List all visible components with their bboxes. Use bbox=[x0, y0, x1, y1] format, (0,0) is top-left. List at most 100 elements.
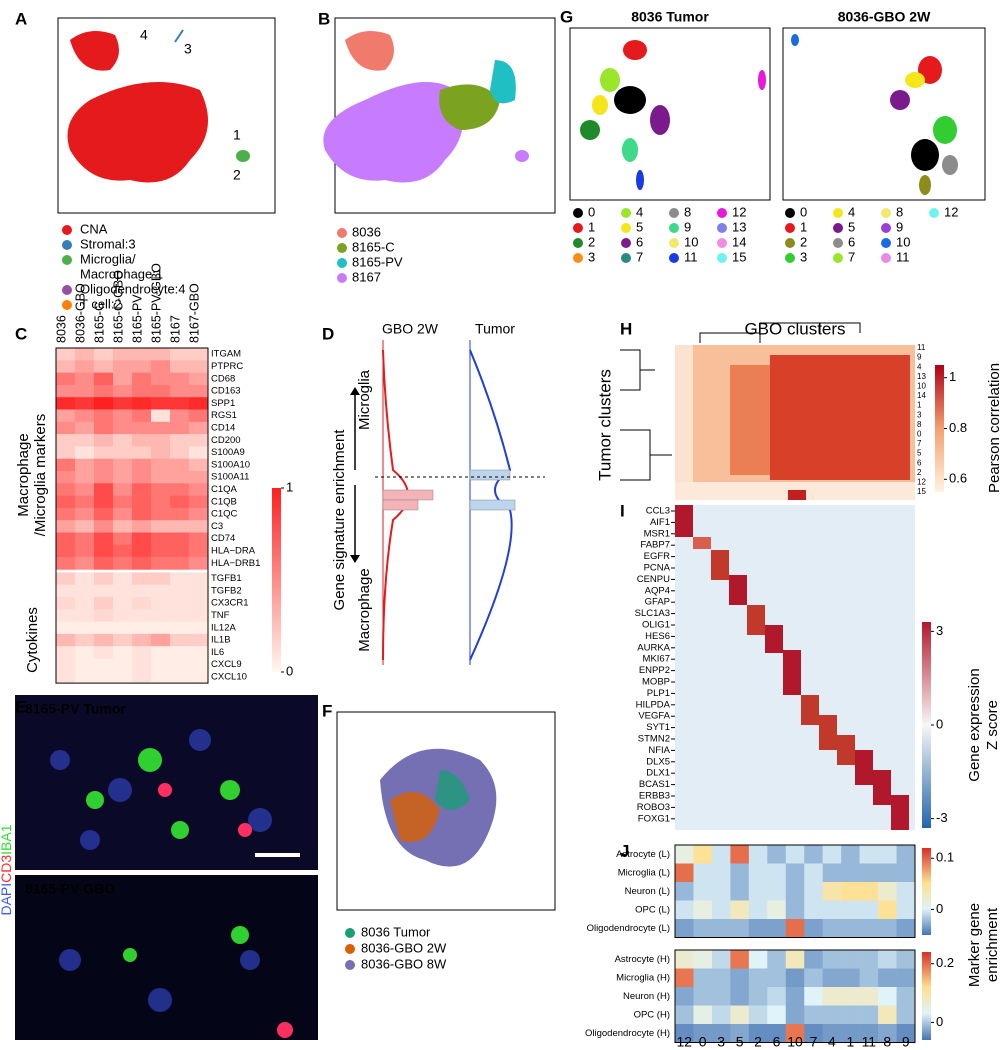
heatmap-cell bbox=[94, 572, 114, 585]
heatmap-cell bbox=[189, 409, 209, 423]
legend-marker bbox=[717, 208, 727, 218]
expression-heatmap bbox=[675, 505, 915, 830]
row-label: 10 bbox=[917, 382, 926, 391]
heatmap-cell bbox=[56, 348, 76, 361]
heatmap-cell bbox=[132, 372, 152, 386]
heatmap-cell bbox=[841, 845, 860, 864]
heatmap-cell bbox=[748, 900, 768, 920]
row-label: RGS1 bbox=[211, 410, 237, 421]
heatmap-cell bbox=[113, 397, 133, 410]
heatmap-cell bbox=[56, 397, 76, 410]
heatmap-cell bbox=[113, 584, 133, 598]
heatmap-cell bbox=[170, 633, 190, 647]
legend-label: 8036-GBO 8W bbox=[361, 956, 447, 971]
heatmap-cell bbox=[113, 483, 133, 496]
heatmap-cell bbox=[132, 520, 152, 533]
legend-label: 8036 bbox=[352, 224, 381, 239]
panel-label: E bbox=[15, 697, 26, 716]
legend-label: 6 bbox=[636, 234, 643, 249]
heatmap-cell bbox=[711, 968, 731, 988]
panel-label: H bbox=[620, 319, 632, 338]
heatmap-cell bbox=[94, 658, 114, 672]
panel-g-frame bbox=[569, 27, 771, 201]
heatmap-cell bbox=[841, 987, 860, 1006]
heatmap-cell bbox=[132, 532, 152, 546]
legend-marker bbox=[573, 253, 583, 263]
heatmap-cell bbox=[56, 360, 76, 373]
heatmap-cell bbox=[878, 968, 897, 988]
colorbar-tick-label: 0 bbox=[286, 663, 293, 678]
heatmap-cell bbox=[785, 863, 805, 883]
heatmap-cell bbox=[94, 397, 114, 410]
row-label: 9 bbox=[917, 353, 922, 362]
heatmap-cell bbox=[189, 446, 209, 459]
row-label: TGFB2 bbox=[211, 585, 242, 596]
legend-label: 3 bbox=[588, 249, 595, 264]
heatmap-cell bbox=[170, 495, 190, 509]
heatmap-cell bbox=[189, 384, 209, 398]
heatmap-cell bbox=[189, 520, 209, 533]
legend-marker bbox=[62, 285, 72, 295]
heatmap-cell bbox=[56, 434, 76, 447]
heatmap-cell bbox=[56, 597, 76, 610]
heatmap-cell bbox=[878, 1024, 897, 1043]
row-label: C1QC bbox=[211, 509, 238, 520]
heatmap-cell bbox=[711, 882, 731, 901]
heatmap-cell bbox=[94, 532, 114, 546]
heatmap-cell bbox=[151, 633, 171, 647]
legend-label: 12 bbox=[944, 204, 958, 219]
column-label: 0 bbox=[699, 1034, 707, 1050]
heatmap-cell bbox=[132, 670, 152, 684]
heatmap-cell bbox=[132, 421, 152, 435]
heatmap-cell bbox=[56, 658, 76, 672]
heatmap-cell bbox=[75, 597, 95, 610]
heatmap-cell bbox=[151, 434, 171, 447]
row-label: TGFB1 bbox=[211, 573, 242, 584]
legend-label: Macrophage:1 bbox=[80, 266, 163, 281]
gene-label: ROBO3 bbox=[637, 802, 670, 813]
legend-label: 8165-PV bbox=[352, 254, 403, 269]
colorbar-label: enrichment bbox=[984, 907, 1001, 982]
heatmap-cell bbox=[94, 348, 114, 361]
heatmap-cell bbox=[822, 900, 842, 920]
gene-label: AIF1 bbox=[650, 517, 670, 528]
legend-marker bbox=[573, 208, 583, 218]
heatmap-cell bbox=[841, 863, 860, 883]
heatmap-cell bbox=[859, 919, 879, 938]
colorbar-label: Gene expression bbox=[966, 668, 983, 781]
heatmap-cell bbox=[730, 882, 750, 901]
heatmap-cell bbox=[675, 1024, 694, 1043]
row-label: CXCL10 bbox=[211, 671, 247, 682]
heatmap-cell bbox=[94, 633, 114, 647]
heatmap-cell bbox=[896, 987, 916, 1006]
heatmap-cell bbox=[94, 384, 114, 398]
heatmap-cell bbox=[94, 621, 114, 635]
heatmap-cell bbox=[822, 987, 842, 1006]
legend-label: 8036 Tumor bbox=[361, 924, 431, 939]
legend-marker bbox=[62, 240, 72, 250]
heatmap-cell bbox=[785, 950, 805, 969]
heatmap-cell bbox=[896, 968, 916, 988]
row-label: Oligodendrocyte (H) bbox=[585, 1028, 670, 1039]
heatmap-cell bbox=[748, 863, 768, 883]
cluster-annotation: 1 bbox=[233, 127, 241, 143]
row-label: 4 bbox=[917, 362, 922, 371]
legend-label: 4 bbox=[636, 204, 643, 219]
heatmap-cell bbox=[804, 987, 823, 1006]
heatmap-cell bbox=[170, 609, 190, 622]
heatmap-cell bbox=[170, 658, 190, 672]
legend-marker bbox=[337, 243, 347, 253]
row-label: IL6 bbox=[211, 647, 224, 658]
heatmap-cell bbox=[859, 950, 879, 969]
legend-label: 8167 bbox=[352, 269, 381, 284]
heatmap-cell bbox=[170, 544, 190, 558]
legend-marker bbox=[337, 258, 347, 268]
heatmap-cell bbox=[94, 409, 114, 423]
legend-marker bbox=[62, 300, 72, 310]
heatmap-cell bbox=[711, 863, 731, 883]
heatmap-cell bbox=[170, 597, 190, 610]
legend-marker bbox=[881, 208, 891, 218]
row-label: 12 bbox=[917, 478, 926, 487]
legend-marker bbox=[717, 223, 727, 233]
legend-label: Oligodendrocyte:4 bbox=[80, 281, 186, 296]
